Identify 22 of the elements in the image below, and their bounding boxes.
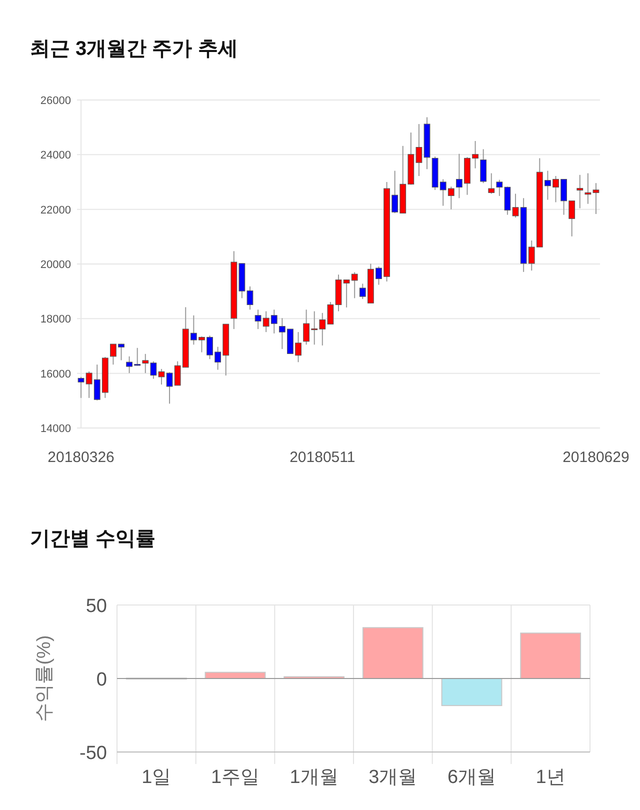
- x-tick-label: 1개월: [290, 767, 338, 788]
- x-tick-label: 1주일: [210, 767, 260, 788]
- x-tick-label: 20180629: [562, 449, 630, 466]
- y-tick-label: 18000: [40, 314, 71, 326]
- y-tick-label: -50: [80, 742, 107, 764]
- y-tick-label: 50: [86, 596, 107, 617]
- y-tick-label: 0: [96, 669, 107, 690]
- y-tick-label: 22000: [40, 204, 71, 216]
- chart-title: 기간별 수익률: [30, 528, 156, 550]
- x-tick-label: 1년: [536, 767, 566, 788]
- y-axis-title: 수익률(%): [34, 635, 55, 722]
- y-tick-label: 24000: [40, 150, 71, 162]
- x-tick-label: 6개월: [447, 767, 496, 788]
- y-tick-label: 20000: [40, 258, 71, 271]
- x-tick-label: 3개월: [368, 767, 418, 788]
- x-tick-label: 20180326: [48, 449, 114, 466]
- y-tick-label: 26000: [40, 94, 71, 107]
- y-tick-label: 16000: [40, 368, 71, 380]
- chart-title: 최근 3개월간 주가 추세: [30, 38, 238, 60]
- x-tick-label: 20180511: [290, 449, 356, 466]
- x-tick-label: 1일: [142, 767, 172, 788]
- y-tick-label: 14000: [40, 422, 71, 435]
